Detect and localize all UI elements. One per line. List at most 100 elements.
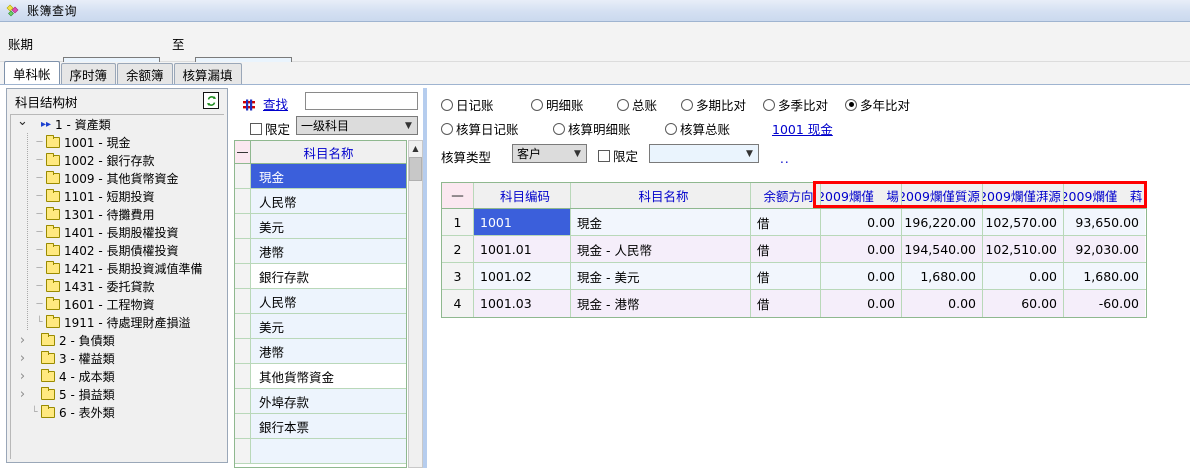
- tree-node-1009[interactable]: ─ 1009 - 其他貨幣資金: [11, 169, 224, 187]
- list-item[interactable]: 銀行本票: [235, 414, 406, 439]
- list-item[interactable]: 人民幣: [235, 189, 406, 214]
- tree-node-liabilities[interactable]: 2 - 負債類: [11, 331, 224, 349]
- folder-icon: [41, 368, 55, 382]
- subject-name: 銀行本票: [251, 414, 406, 438]
- tree-node-1002[interactable]: ─ 1002 - 銀行存款: [11, 151, 224, 169]
- chevron-right-icon[interactable]: [17, 369, 28, 384]
- tree-node-1101[interactable]: ─ 1101 - 短期投資: [11, 187, 224, 205]
- chevron-right-icon[interactable]: [17, 387, 28, 402]
- list-item[interactable]: 其他貨幣資金: [235, 364, 406, 389]
- table-row[interactable]: 4 1001.03 現金 - 港幣 借 0.00 0.00 60.00 -60.…: [442, 290, 1146, 317]
- tree-node-cost[interactable]: 4 - 成本類: [11, 367, 224, 385]
- tree-node-1421[interactable]: ─ 1421 - 長期投資減值準備: [11, 259, 224, 277]
- tree-dots: ─: [36, 172, 43, 184]
- radio-accounting-journal[interactable]: 核算日记账: [441, 119, 519, 138]
- tab-missing-accounting[interactable]: 核算漏填: [173, 63, 242, 84]
- tree-node-1401[interactable]: ─ 1401 - 長期股權投資: [11, 223, 224, 241]
- limit-checkbox-mid[interactable]: 限定: [250, 119, 290, 138]
- subject-grid-scrollbar[interactable]: ▲: [408, 140, 423, 468]
- col-header-value-3[interactable]: 2009爛僅湃源: [983, 183, 1064, 208]
- tree-node-label: 5 - 損益類: [59, 387, 115, 402]
- cell-code[interactable]: 1001.01: [474, 236, 571, 262]
- report-options-panel: 日记账 明细账 总账 多期比对 多季比对 多年比对 核算日记账 核算明细账: [432, 90, 1188, 468]
- tree-node-1911[interactable]: └ 1911 - 待處理財產損溢: [11, 313, 224, 331]
- col-header-value-1[interactable]: 2009爛僅 場: [821, 183, 902, 208]
- table-row[interactable]: 1 1001 現金 借 0.00 196,220.00 102,570.00 9…: [442, 209, 1146, 236]
- cell-code[interactable]: 1001.02: [474, 263, 571, 289]
- tree-node-off-balance[interactable]: └ 6 - 表外類: [11, 403, 224, 421]
- tab-single-account[interactable]: 单科帐: [4, 61, 60, 84]
- tree-node-label: 1421 - 長期投資減值準備: [64, 261, 203, 276]
- folder-icon: [41, 332, 55, 346]
- col-header-code[interactable]: 科目编码: [474, 183, 571, 208]
- cell-code[interactable]: 1001: [474, 209, 571, 235]
- row-marker: [235, 164, 251, 188]
- radio-multi-quarter-compare[interactable]: 多季比对: [763, 95, 828, 114]
- radio-label: 核算总账: [680, 122, 731, 137]
- tree-node-label: 3 - 權益類: [59, 351, 115, 366]
- list-item[interactable]: 銀行存款: [235, 264, 406, 289]
- radio-multi-year-compare[interactable]: 多年比对: [845, 95, 910, 114]
- list-item[interactable]: 外埠存款: [235, 389, 406, 414]
- accounting-value-select[interactable]: ▼: [649, 144, 759, 163]
- account-tree[interactable]: ▸▸ 1 - 資產類 ─ 1001 - 現金 ─ 1002 - 銀行存款 ─ 1…: [10, 114, 224, 459]
- chevron-down-icon[interactable]: [17, 117, 28, 132]
- accounting-type-value: 客户: [517, 147, 542, 161]
- col-header-index[interactable]: 一: [442, 183, 474, 208]
- list-item[interactable]: 現金: [235, 164, 406, 189]
- tree-node-profit-loss[interactable]: 5 - 損益類: [11, 385, 224, 403]
- radio-accounting-general[interactable]: 核算总账: [665, 119, 730, 138]
- limit-label-right: 限定: [613, 149, 639, 164]
- radio-journal[interactable]: 日记账: [441, 95, 494, 114]
- radio-detail-ledger[interactable]: 明细账: [531, 95, 584, 114]
- list-item[interactable]: 港幣: [235, 239, 406, 264]
- list-item[interactable]: 美元: [235, 214, 406, 239]
- cell-value-4: 93,650.00: [1064, 209, 1145, 235]
- scrollbar-thumb[interactable]: [409, 157, 422, 181]
- subject-name-grid[interactable]: 一 科目名称 現金 人民幣 美元 港幣 銀行存款: [234, 140, 407, 468]
- chevron-down-icon: ▼: [746, 148, 753, 159]
- radio-multi-period-compare[interactable]: 多期比对: [681, 95, 746, 114]
- list-item[interactable]: 美元: [235, 314, 406, 339]
- list-item[interactable]: 人民幣: [235, 289, 406, 314]
- panel-splitter[interactable]: [423, 88, 427, 468]
- more-options-button[interactable]: ..: [780, 152, 790, 166]
- cell-code[interactable]: 1001.03: [474, 290, 571, 317]
- find-input[interactable]: [305, 92, 418, 110]
- tree-node-equity[interactable]: 3 - 權益類: [11, 349, 224, 367]
- tab-journal[interactable]: 序时簿: [60, 63, 117, 84]
- col-header-value-4[interactable]: 2009爛僅 萪: [1064, 183, 1145, 208]
- tree-node-1601[interactable]: ─ 1601 - 工程物資: [11, 295, 224, 313]
- row-index: 3: [442, 263, 474, 289]
- radio-box: [531, 98, 543, 111]
- radio-accounting-detail[interactable]: 核算明细账: [553, 119, 631, 138]
- col-header-value-2[interactable]: 2009爛僅質源: [902, 183, 983, 208]
- accounting-type-select[interactable]: 客户 ▼: [512, 144, 587, 163]
- selected-account-link[interactable]: 1001 现金: [772, 122, 833, 137]
- row-marker: [235, 314, 251, 338]
- tree-dots: ─: [36, 280, 43, 292]
- col-header-direction[interactable]: 余额方向: [751, 183, 821, 208]
- limit-checkbox-right[interactable]: 限定: [598, 146, 638, 165]
- list-item[interactable]: [235, 439, 406, 464]
- col-header-name[interactable]: 科目名称: [571, 183, 751, 208]
- tree-node-1301[interactable]: ─ 1301 - 待攤費用: [11, 205, 224, 223]
- tree-node-assets[interactable]: ▸▸ 1 - 資產類: [11, 115, 224, 133]
- chevron-right-icon[interactable]: [17, 333, 28, 348]
- tree-node-1001[interactable]: ─ 1001 - 現金: [11, 133, 224, 151]
- table-row[interactable]: 3 1001.02 現金 - 美元 借 0.00 1,680.00 0.00 1…: [442, 263, 1146, 290]
- tree-dots: └: [36, 316, 43, 328]
- level-select[interactable]: 一级科目 ▼: [296, 116, 418, 135]
- list-item[interactable]: 港幣: [235, 339, 406, 364]
- refresh-page-icon[interactable]: [203, 92, 219, 109]
- scroll-up-icon[interactable]: ▲: [412, 143, 419, 153]
- subject-name: 港幣: [251, 339, 406, 363]
- table-row[interactable]: 2 1001.01 現金 - 人民幣 借 0.00 194,540.00 102…: [442, 236, 1146, 263]
- tree-node-1402[interactable]: ─ 1402 - 長期債權投資: [11, 241, 224, 259]
- tree-node-1431[interactable]: ─ 1431 - 委托貸款: [11, 277, 224, 295]
- cell-name: 現金: [571, 209, 751, 235]
- find-link[interactable]: 查找: [263, 97, 289, 112]
- tab-balance[interactable]: 余额簿: [117, 63, 173, 84]
- chevron-right-icon[interactable]: [17, 351, 28, 366]
- radio-general-ledger[interactable]: 总账: [617, 95, 657, 114]
